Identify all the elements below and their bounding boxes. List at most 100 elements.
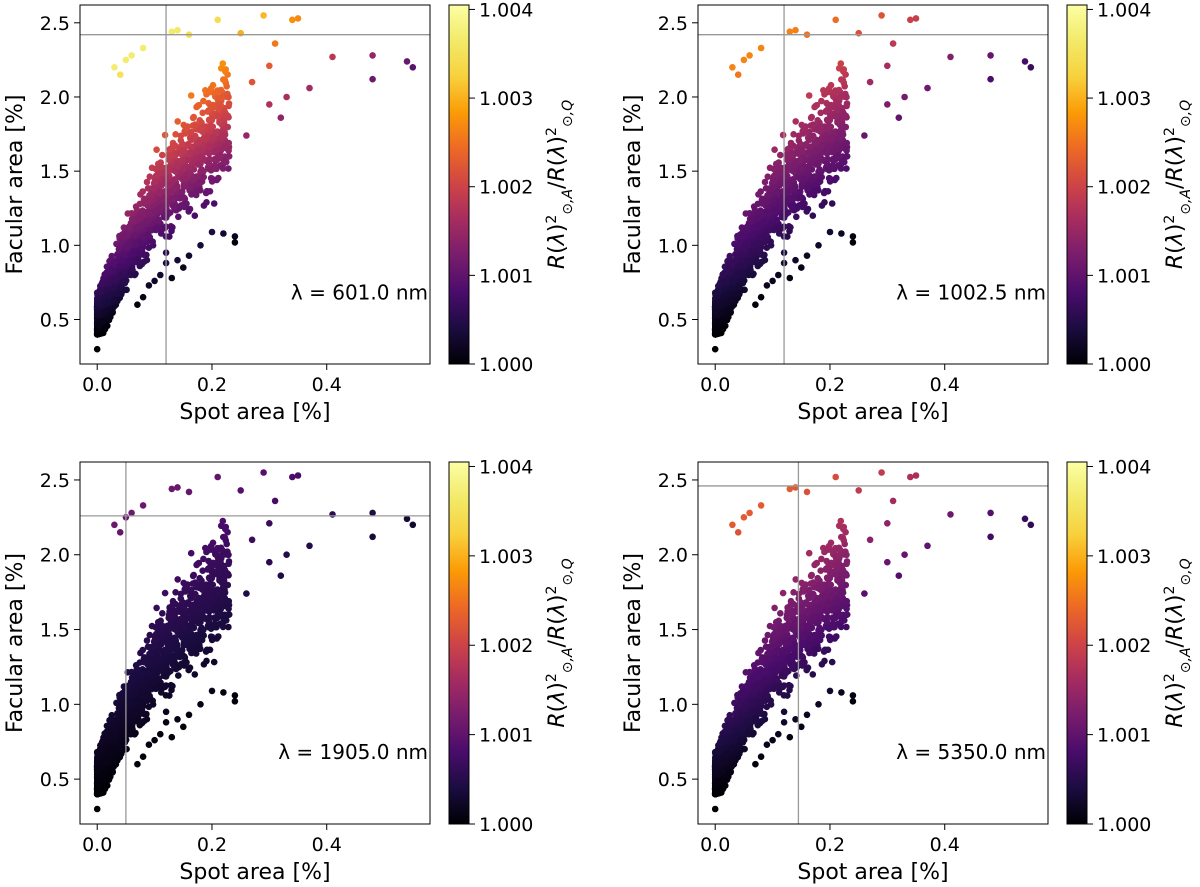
scatter-point [189,190,197,198]
y-tick-label: 2.0 [40,87,70,109]
scatter-point [139,44,147,52]
scatter-point [248,78,256,86]
colorbar-tick-label: 1.004 [479,0,533,21]
scatter-point [139,188,146,195]
scatter-point [93,345,101,353]
scatter-point [207,122,214,129]
scatter-point [174,716,181,723]
scatter-point [1021,58,1029,65]
scatter-point [266,62,273,70]
scatter-point [769,178,777,185]
x-axis-label: Spot area [%] [797,400,948,425]
scatter-point [729,64,736,71]
scatter-point [94,308,102,316]
axis-ticks: 0.0 0.2 0.40.51.01.52.02.5 [658,13,960,396]
scatter-point [818,173,825,181]
scatter-point [171,167,178,175]
scatter-point [185,208,192,215]
scatter-point [294,472,302,479]
scatter-point [823,107,830,114]
scatter-point [721,279,729,286]
scatter-point [177,132,185,140]
colorbar-tick-label: 1.002 [479,177,533,199]
scatter-point [134,760,141,768]
scatter-point [243,590,250,597]
scatter-point [225,93,232,101]
scatter-point [828,134,835,141]
scatter-point [825,122,832,129]
scatter-point [179,193,186,200]
scatter-point [217,552,225,559]
scatter-point [804,150,812,157]
scatter-point [403,58,411,65]
scatter-point [719,300,726,307]
scatter-point [195,126,203,134]
scatter-point [106,291,114,299]
scatter-point [142,220,149,227]
scatter-point [757,44,765,52]
scatter-point [835,152,843,160]
wavelength-annotation: λ = 1002.5 nm [896,280,1046,304]
scatter-point [739,233,746,240]
scatter-point [222,66,230,73]
scatter-point [161,589,169,597]
scatter-point [753,257,761,265]
colorbar-tick-label: 1.002 [1097,177,1151,199]
scatter-point [800,123,808,130]
scatter-point [785,180,793,188]
scatter-point [757,188,764,195]
scatter-point [788,204,796,211]
scatter-point [111,521,118,529]
scatter-point [838,230,845,237]
scatter-point [210,658,218,666]
x-tick-label: 0.0 [700,374,730,396]
scatter-point [139,646,146,654]
scatter-point [151,636,159,644]
scatter-point [835,94,843,101]
scatter-point [110,259,118,267]
scatter-point [987,52,994,59]
scatter-point [266,558,273,566]
scatter-point [793,213,800,221]
scatter-point [217,152,225,160]
scatter-point [861,132,868,139]
scatter-point [838,76,845,83]
scatter-point [755,214,762,222]
scatter-point [214,473,221,481]
y-tick-label: 1.5 [40,161,70,183]
scatter-point [907,16,914,24]
scatter-point [826,228,834,236]
colorbar-tick-label: 1.000 [1097,354,1151,376]
scatter-point [151,178,159,185]
scatter-point [139,502,147,509]
scatter-point [231,233,239,240]
scatter-point [180,723,187,731]
scatter-point [172,131,179,138]
scatter-point [786,274,794,282]
scatter-point [225,165,232,172]
scatter-point [828,200,836,207]
scatter-point [773,189,781,197]
scatter-point [189,136,196,143]
scatter-point [839,131,847,138]
scatter-point [217,544,225,552]
scatter-point [152,226,160,234]
scatter-points [93,12,417,353]
scatter-point [1027,64,1035,71]
scatter-point [987,75,994,83]
scatter-point [775,197,782,204]
scatter-point [833,174,840,182]
scatter-point [804,163,811,171]
scatter-point [231,698,239,705]
plot-frame [697,4,1049,365]
scatter-point [199,109,206,117]
scatter-point [843,93,850,101]
scatter-point [277,572,285,579]
scatter-point [260,12,267,19]
scatter-point [205,89,213,96]
scatter-point [755,239,763,247]
scatter-point [162,682,170,689]
scatter-point [221,157,228,165]
scatter-point [283,551,290,558]
scatter-point [807,136,814,143]
